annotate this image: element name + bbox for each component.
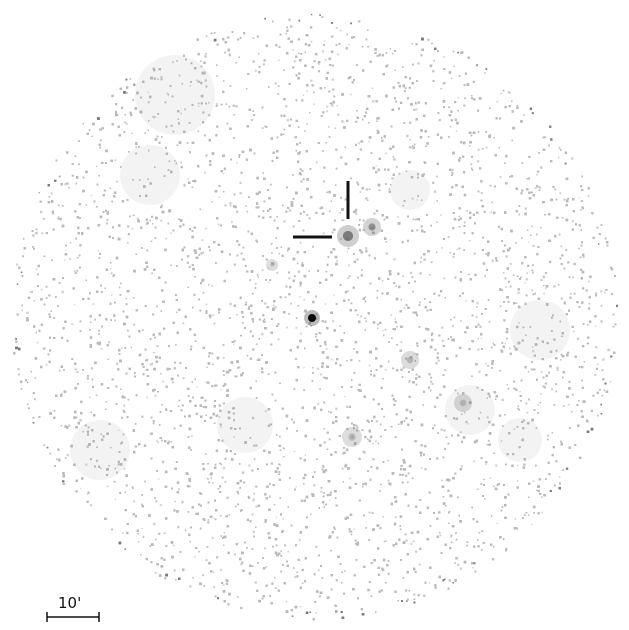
faint-source bbox=[348, 433, 356, 441]
sources bbox=[266, 218, 472, 447]
faint-source bbox=[270, 263, 274, 267]
diffuse-patch bbox=[445, 385, 495, 435]
diffuse-patch bbox=[70, 420, 130, 480]
diffuse-patch bbox=[120, 145, 180, 205]
faint-source bbox=[459, 399, 467, 407]
diffuse-patch bbox=[498, 418, 542, 462]
scale-bar bbox=[46, 612, 100, 622]
faint-source bbox=[406, 356, 414, 364]
marked-source bbox=[342, 230, 354, 242]
diffuse-patch bbox=[217, 397, 273, 453]
diffuse-patch bbox=[510, 300, 570, 360]
background-noise bbox=[13, 13, 618, 621]
scale-bar-label: 10' bbox=[58, 594, 82, 612]
diffuse-emission bbox=[70, 55, 570, 480]
bright-point-source bbox=[308, 314, 316, 322]
diffuse-patch bbox=[135, 55, 215, 135]
companion-source bbox=[368, 223, 376, 231]
diffuse-patch bbox=[390, 170, 430, 210]
